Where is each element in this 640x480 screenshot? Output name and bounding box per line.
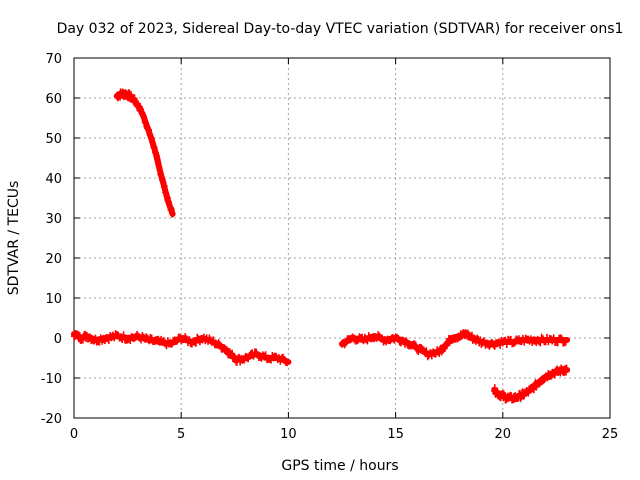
data-series [71,88,571,404]
y-axis-label: SDTVAR / TECUs [6,181,22,296]
y-tick-label: 20 [45,252,62,267]
x-tick-label: 15 [387,427,404,442]
data-point [284,358,291,367]
series-segment-4 [491,364,571,404]
y-tick-label: 60 [45,92,62,107]
data-point [169,209,176,218]
series-segment-3 [339,329,571,361]
x-tick-label: 5 [177,427,185,442]
y-tick-label: 50 [45,132,62,147]
y-tick-label: -10 [41,372,62,387]
chart-title: Day 032 of 2023, Sidereal Day-to-day VTE… [57,21,624,37]
x-tick-label: 20 [495,427,512,442]
y-tick-label: -20 [41,412,62,427]
data-point [562,337,569,346]
x-tick-label: 25 [602,427,619,442]
y-tick-label: 0 [54,332,62,347]
plot-frame [73,57,611,419]
x-tick-label: 10 [280,427,297,442]
data-point [412,341,419,350]
y-tick-label: 10 [45,292,62,307]
data-point [563,364,570,373]
y-tick-label: 40 [45,172,62,187]
data-point [120,331,127,340]
axis-ticks: 0 5 10 15 20 25 -20 -10 0 10 20 30 40 50 60 70 [41,52,619,442]
y-tick-label: 30 [45,212,62,227]
series-segment-2 [71,330,292,367]
series-segment-1 [113,88,176,218]
y-tick-label: 70 [45,52,62,67]
x-tick-label: 0 [70,427,78,442]
x-axis-label: GPS time / hours [281,458,398,474]
